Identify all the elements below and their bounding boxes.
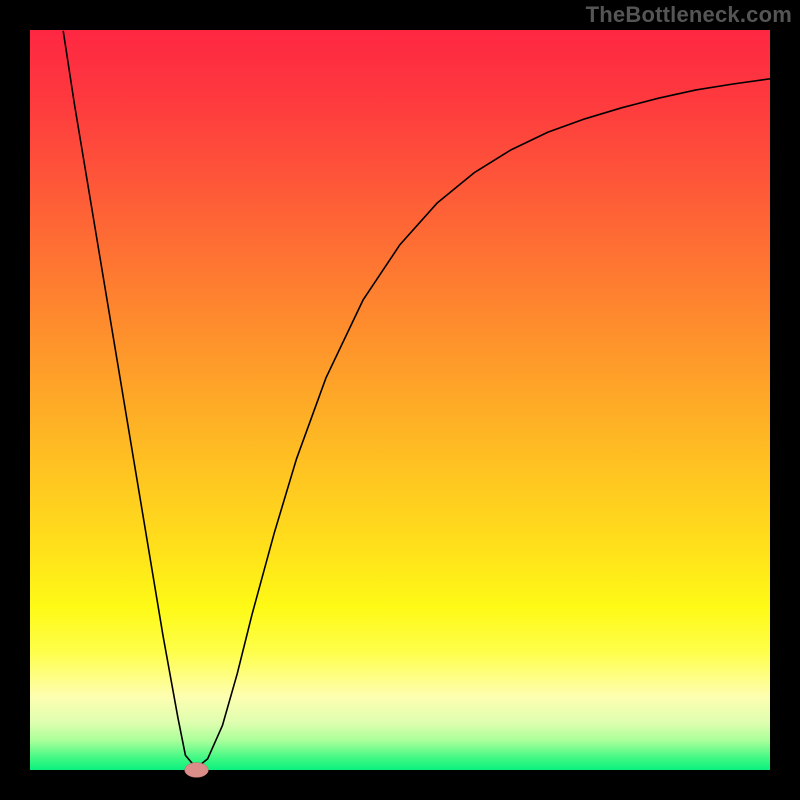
optimum-marker [185, 763, 209, 778]
chart-background [30, 30, 770, 770]
chart-container: TheBottleneck.com [0, 0, 800, 800]
bottleneck-chart [0, 0, 800, 800]
watermark-text: TheBottleneck.com [586, 2, 792, 28]
